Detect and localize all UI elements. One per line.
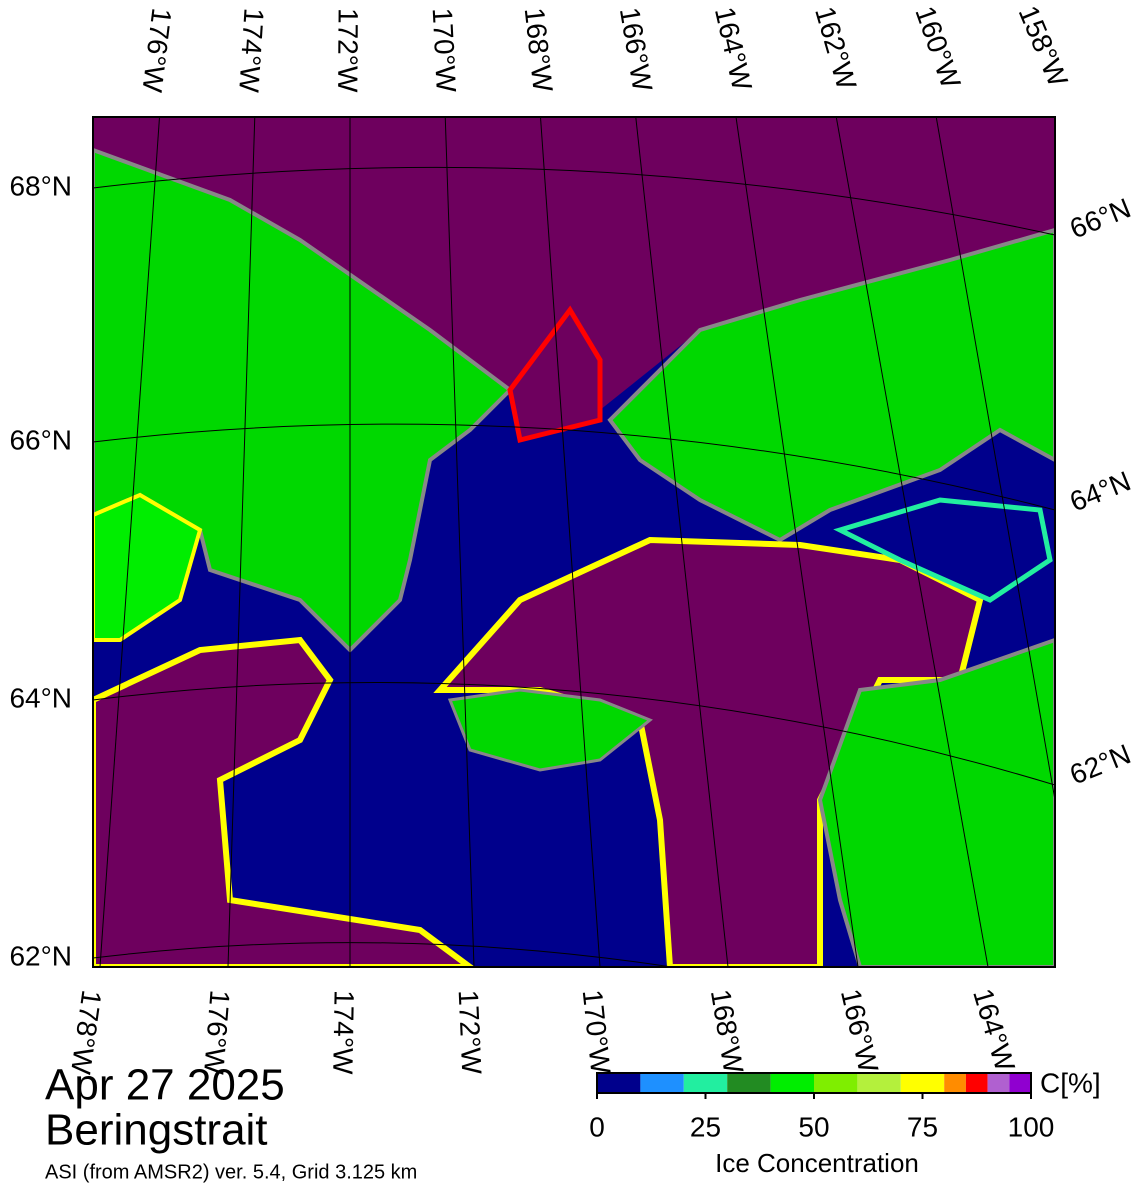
bottom-lon-label: 172°W	[453, 989, 488, 1075]
colorbar: 0 25 50 75 100	[589, 1072, 1055, 1142]
region: Beringstrait	[45, 1106, 268, 1155]
right-lat-label: 66°N	[1065, 192, 1135, 244]
colorbar-tick-label: 100	[1008, 1111, 1055, 1142]
bottom-lon-label: 166°W	[835, 986, 884, 1076]
right-lat-label: 62°N	[1065, 738, 1135, 790]
bottom-lon-label: 176°W	[198, 989, 236, 1076]
top-lon-label: 158°W	[1013, 1, 1074, 91]
colorbar-bin	[597, 1073, 641, 1093]
colorbar-tick-label: 25	[690, 1111, 721, 1142]
colorbar-bin	[857, 1073, 901, 1093]
colorbar-bin	[987, 1073, 1010, 1093]
top-lon-label: 172°W	[332, 8, 364, 93]
top-lon-label: 174°W	[233, 7, 269, 94]
land-st-lawrence	[447, 688, 653, 772]
top-lon-label: 166°W	[614, 5, 659, 94]
ice-strait	[507, 305, 603, 444]
colorbar-bin	[814, 1073, 858, 1093]
top-lon-label: 170°W	[427, 7, 462, 93]
left-lat-label: 64°N	[9, 682, 72, 713]
top-lon-label: 164°W	[709, 4, 758, 94]
colorbar-bin	[770, 1073, 814, 1093]
colorbar-bin	[727, 1073, 771, 1093]
top-lon-label: 162°W	[809, 3, 862, 93]
colorbar-bin	[1009, 1073, 1031, 1093]
bottom-lon-label: 164°W	[967, 985, 1021, 1075]
top-lon-label: 176°W	[136, 6, 177, 94]
bottom-lon-label: 174°W	[327, 990, 359, 1075]
top-lon-label: 160°W	[909, 2, 966, 92]
map-frame	[92, 116, 1056, 968]
left-lat-label: 68°N	[9, 170, 72, 201]
colorbar-label: Ice Concentration	[715, 1148, 919, 1178]
source: ASI (from AMSR2) ver. 5.4, Grid 3.125 km	[45, 1161, 417, 1183]
date: Apr 27 2025	[45, 1061, 285, 1110]
ice-norton	[833, 497, 1053, 603]
graticule	[93, 117, 1055, 967]
ice-bering	[433, 536, 984, 967]
bottom-lon-label: 168°W	[705, 987, 750, 1076]
top-lon-label: 168°W	[519, 6, 559, 94]
colorbar-tick-label: 50	[798, 1111, 829, 1142]
land-alaska-south	[817, 637, 1055, 967]
left-lat-label: 62°N	[9, 940, 72, 971]
map	[93, 117, 1055, 967]
colorbar-bin	[944, 1073, 966, 1093]
colorbar-bin	[900, 1073, 945, 1093]
colorbar-bin	[640, 1073, 684, 1093]
ice-anadyr	[93, 636, 476, 967]
colorbar-tick-label: 75	[907, 1111, 938, 1142]
colorbar-tick-label: 0	[589, 1111, 605, 1142]
colorbar-unit: C[%]	[1040, 1067, 1101, 1098]
bottom-lon-label: 170°W	[577, 988, 617, 1076]
left-lat-label: 66°N	[9, 424, 72, 455]
ice-west-coast	[93, 492, 203, 642]
colorbar-bin	[965, 1073, 988, 1093]
right-lat-label: 64°N	[1065, 465, 1135, 517]
colorbar-bin	[683, 1073, 728, 1093]
land-alaska-north	[607, 227, 1055, 543]
